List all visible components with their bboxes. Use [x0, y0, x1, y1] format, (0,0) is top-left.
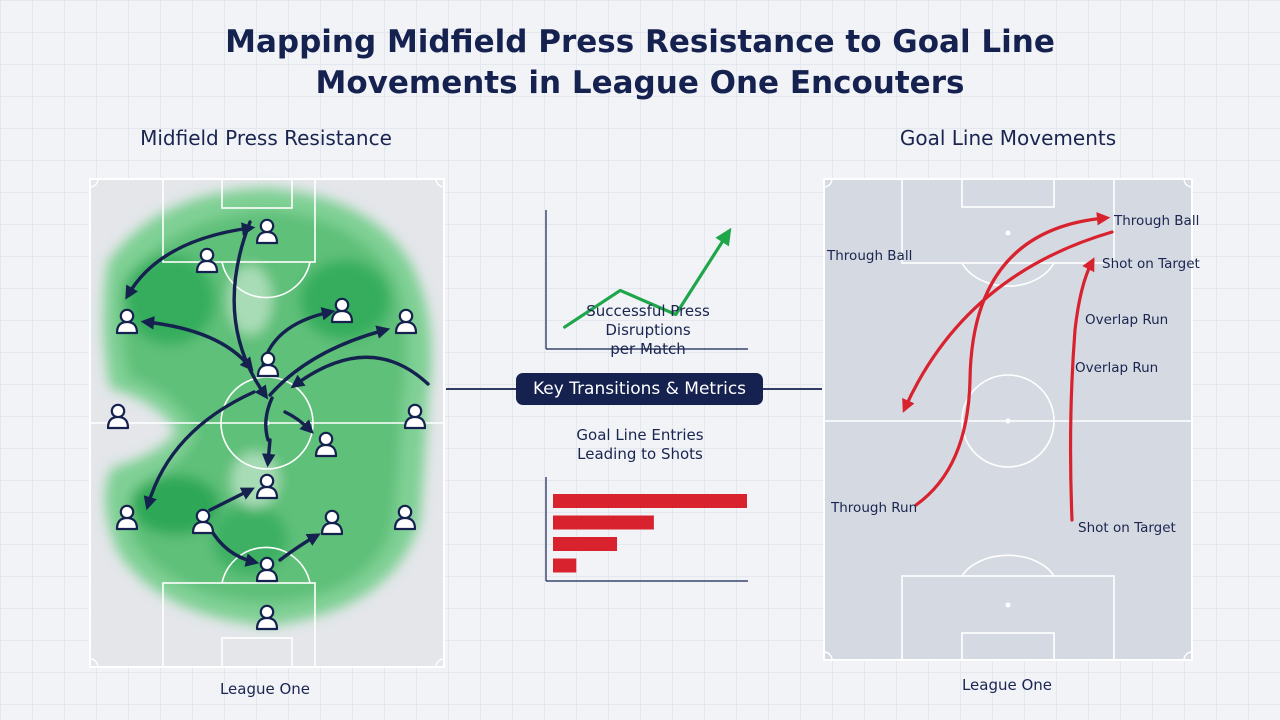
annotation-overlap-run-1: Overlap Run — [1085, 312, 1169, 328]
entries-chart-label-line-1: Goal Line Entries — [576, 426, 704, 444]
entries-bar-3 — [553, 537, 618, 551]
entries-bar-2 — [553, 515, 654, 530]
left-pitch-caption: League One — [219, 680, 311, 698]
press-chart-label-line-2: per Match — [610, 340, 686, 358]
page-title: Mapping Midfield Press Resistance to Goa… — [0, 22, 1280, 104]
annotation-overlap-run-2: Overlap Run — [1075, 360, 1159, 376]
goal-line-entries-chart — [545, 477, 748, 582]
left-panel-title: Midfield Press Resistance — [140, 126, 392, 150]
entries-chart-label: Goal Line Entries Leading to Shots — [540, 426, 740, 464]
page-title-line-2: Movements in League One Encouters — [315, 65, 965, 101]
press-disruptions-line — [563, 234, 728, 329]
entries-bar-4 — [553, 558, 577, 573]
entries-chart-label-line-2: Leading to Shots — [577, 445, 703, 463]
left-pitch — [89, 178, 445, 668]
press-chart-label: Successful Press Disruptions per Match — [543, 302, 753, 359]
right-pitch-caption: League One — [961, 676, 1053, 694]
movement-arrows — [902, 212, 1114, 522]
press-chart-label-line-1: Successful Press Disruptions — [586, 302, 710, 339]
press-line-arrowhead — [715, 227, 732, 247]
annotation-through-ball-left: Through Ball — [827, 248, 913, 264]
right-panel-title: Goal Line Movements — [899, 126, 1117, 150]
press-disruptions-chart — [545, 210, 748, 350]
page-title-line-1: Mapping Midfield Press Resistance to Goa… — [225, 24, 1055, 60]
annotation-through-run: Through Run — [831, 500, 918, 516]
right-pitch — [823, 178, 1193, 661]
annotation-shot-on-target-bottom: Shot on Target — [1078, 520, 1176, 536]
key-transitions-pill: Key Transitions & Metrics — [516, 373, 763, 405]
annotation-shot-on-target-top: Shot on Target — [1102, 256, 1200, 272]
annotation-through-ball-top: Through Ball — [1114, 213, 1200, 229]
entries-bar-1 — [553, 494, 747, 508]
